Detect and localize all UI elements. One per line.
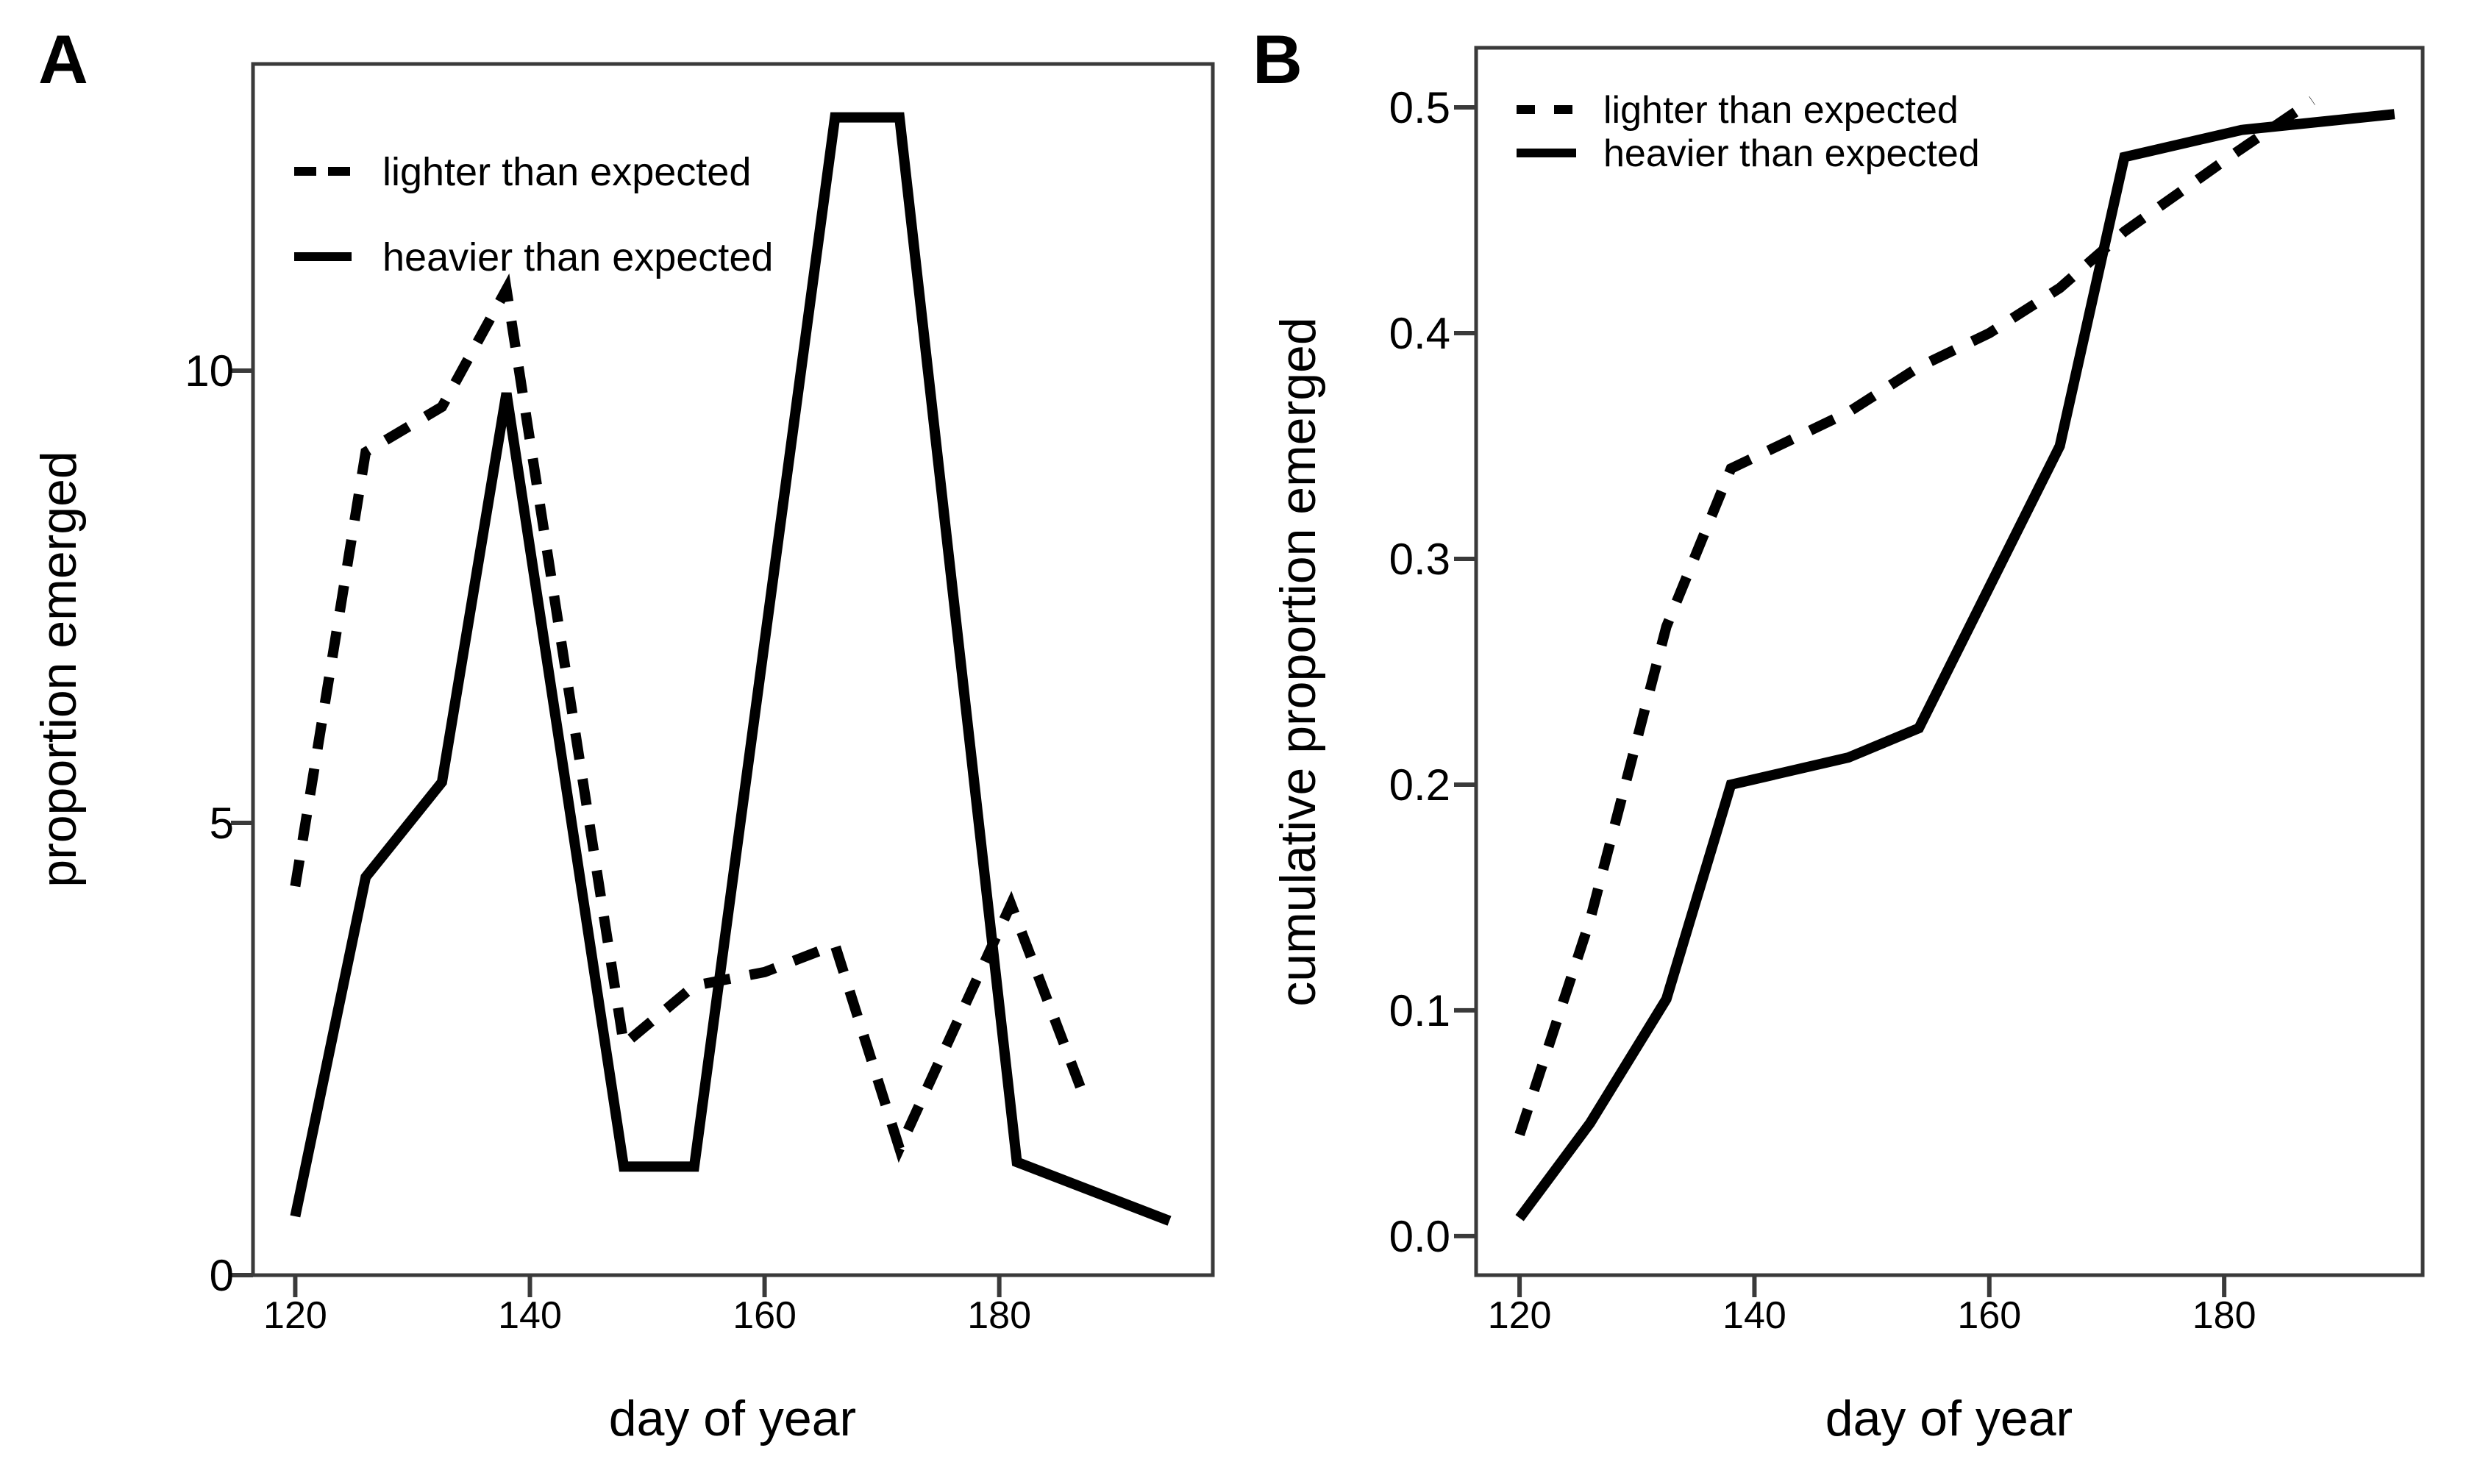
legend-A: lighter than expected heavier than expect… bbox=[294, 150, 773, 279]
y-tick-label: 0 bbox=[210, 1251, 234, 1300]
series-heavier-line-A bbox=[290, 112, 1172, 1226]
x-tick-label: 160 bbox=[1957, 1294, 2021, 1337]
y-tick-label: 0.4 bbox=[1389, 309, 1450, 358]
panel-label-A: A bbox=[38, 21, 88, 98]
legend-label-dashed: lighter than expected bbox=[382, 150, 751, 194]
y-tick-label: 10 bbox=[185, 346, 234, 396]
y-axis-title-B: cumulative proportion emerged bbox=[1270, 317, 1326, 1006]
panel-label-B: B bbox=[1253, 21, 1303, 98]
legend-label-solid: heavier than expected bbox=[382, 235, 773, 279]
x-tick-label: 120 bbox=[263, 1294, 327, 1337]
series-heavier-line-B bbox=[1515, 109, 2395, 1221]
x-tick-label: 140 bbox=[498, 1294, 562, 1337]
x-tick-label: 180 bbox=[2192, 1294, 2256, 1337]
y-tick-label: 0.2 bbox=[1389, 760, 1450, 810]
panel-B-plot-border bbox=[1474, 46, 2425, 1277]
series-lighter-line-A bbox=[290, 273, 1086, 1163]
series-lighter-line-B bbox=[1514, 96, 2315, 1136]
y-tick-label: 5 bbox=[210, 799, 234, 848]
y-tick-label: 0.3 bbox=[1389, 535, 1450, 584]
x-axis-title-A: day of year bbox=[609, 1391, 856, 1446]
panel-A-plot-border bbox=[251, 62, 1215, 1277]
y-tick-label: 0.5 bbox=[1389, 83, 1450, 132]
y-axis-title-A: proportion emerged bbox=[31, 451, 87, 887]
panel-A: 120 140 160 180 0 5 10 lighter than expected hea… bbox=[31, 21, 1215, 1446]
x-tick-label: 160 bbox=[733, 1294, 797, 1337]
x-tick-label: 120 bbox=[1488, 1294, 1552, 1337]
y-tick-label: 0.0 bbox=[1389, 1212, 1450, 1261]
y-tick-label: 0.1 bbox=[1389, 986, 1450, 1035]
legend-label-dashed: lighter than expected bbox=[1603, 89, 1959, 132]
legend-label-solid: heavier than expected bbox=[1603, 132, 1980, 175]
x-tick-label: 180 bbox=[967, 1294, 1031, 1337]
x-tick-label: 140 bbox=[1722, 1294, 1786, 1337]
x-axis-title-B: day of year bbox=[1825, 1391, 2073, 1446]
panel-B: 120 140 160 180 0.0 0.1 0.2 0.3 0.4 0.5 lighter th… bbox=[1253, 21, 2425, 1446]
